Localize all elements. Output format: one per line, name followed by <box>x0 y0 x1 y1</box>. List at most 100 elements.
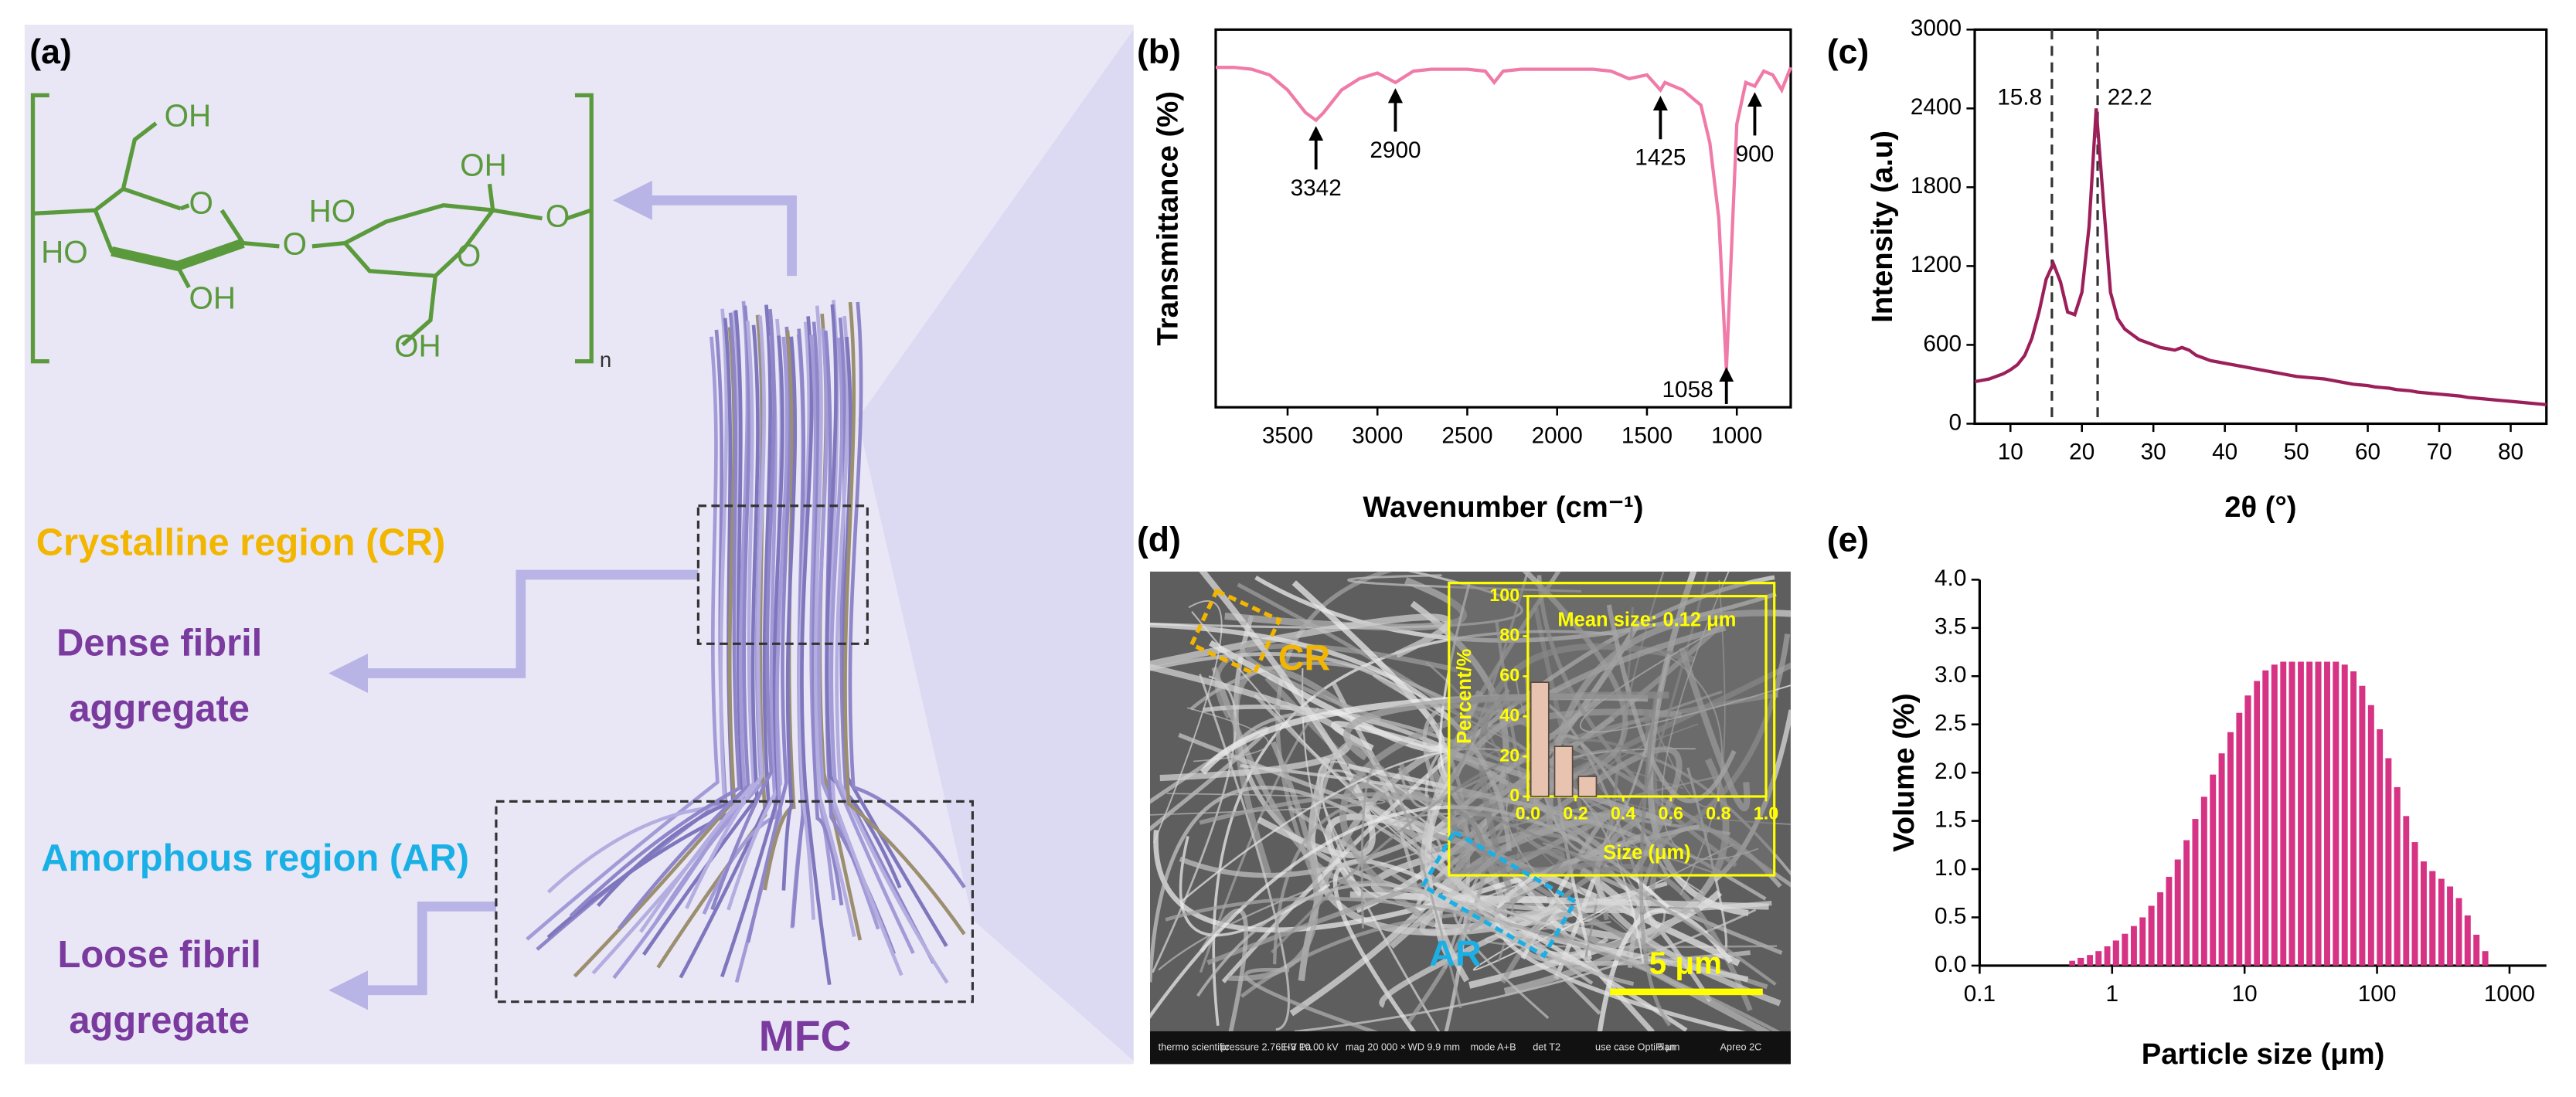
x-axis-label: Particle size (μm) <box>2142 1038 2385 1071</box>
x-tick-label: 0.6 <box>1659 803 1684 824</box>
fibril <box>641 324 760 956</box>
x-axis-label: Wavenumber (cm⁻¹) <box>1363 491 1643 524</box>
bar <box>2192 819 2199 966</box>
sem-fiber <box>1179 836 1331 937</box>
bar <box>2464 915 2471 966</box>
x-tick-label: 3500 <box>1262 423 1313 448</box>
bar <box>2482 951 2489 966</box>
sem-fiber <box>1196 883 1561 997</box>
sem-fiber <box>1199 909 1249 1034</box>
bar <box>2271 664 2278 966</box>
bar <box>2227 732 2234 966</box>
bar <box>2166 877 2173 966</box>
panel-label: (b) <box>1137 33 1181 71</box>
sem-cr-label: CR <box>1278 637 1331 678</box>
inset-title: Mean size: 0.12 μm <box>1557 609 1736 630</box>
bar <box>2341 664 2348 966</box>
bar <box>2359 685 2366 966</box>
y-tick-label: 0.5 <box>1935 903 1966 929</box>
chem-label: OH <box>165 98 212 134</box>
y-tick-label: 60 <box>1499 665 1519 685</box>
plot-frame <box>1973 28 2548 426</box>
x-tick-label: 3000 <box>1352 423 1403 448</box>
bar <box>2087 955 2093 966</box>
x-tick-label: 0.4 <box>1611 803 1636 824</box>
chart: 3500 3000 2500 2000 1500 1000 Wavenumber (cm⁻¹… <box>1152 28 1792 524</box>
bar <box>2148 905 2155 966</box>
mfc-label: MFC <box>759 1012 852 1060</box>
y-tick-label: 0 <box>1948 409 1962 435</box>
bar <box>2438 878 2445 966</box>
line-series <box>1215 66 1792 370</box>
annotation-label: 1425 <box>1635 145 1686 171</box>
fibril <box>685 315 766 909</box>
x-tick-label: 40 <box>2212 440 2237 465</box>
bar <box>2306 661 2313 966</box>
fibril <box>702 335 778 915</box>
bar <box>2200 796 2207 966</box>
chem-label: O <box>546 198 570 233</box>
bar <box>2254 681 2261 966</box>
sem-fiber <box>1153 600 1223 844</box>
fibril <box>526 336 720 941</box>
y-axis-label: Volume (%) <box>1887 693 1921 851</box>
ref-label: 22.2 <box>2108 84 2152 110</box>
x-axis-label: Size (μm) <box>1603 842 1690 864</box>
fibril <box>679 304 772 979</box>
sem-fiber <box>1199 674 1290 1031</box>
x-tick-label: 0.2 <box>1563 803 1588 824</box>
dense-label: Dense fibril <box>56 622 262 664</box>
x-tick-label: 1000 <box>1711 423 1762 448</box>
bar <box>2315 661 2322 966</box>
fibril <box>835 315 949 984</box>
fibril <box>811 321 844 906</box>
panel-label: (d) <box>1137 521 1181 559</box>
x-tick-label: 80 <box>2498 440 2523 465</box>
footer-text: use case OptiPlan <box>1595 1041 1675 1053</box>
x-tick-label: 100 <box>2358 981 2397 1007</box>
fibril <box>838 317 935 964</box>
y-tick-label: 0 <box>1509 785 1519 805</box>
bar <box>2210 774 2217 966</box>
fibril <box>825 304 902 889</box>
bar <box>2174 859 2181 966</box>
fibril <box>569 312 742 918</box>
bar <box>2473 934 2480 966</box>
bar <box>2157 892 2164 966</box>
y-tick-label: 40 <box>1499 705 1519 725</box>
y-tick-label: 0.0 <box>1935 952 1966 977</box>
x-tick-label: 0.8 <box>1706 803 1731 824</box>
fibril <box>746 326 792 943</box>
fibril <box>848 301 966 888</box>
x-tick-label: 50 <box>2284 440 2309 465</box>
x-tick-label: 20 <box>2069 440 2094 465</box>
footer-text: Apreo 2C <box>1720 1041 1762 1053</box>
fibril <box>596 310 746 908</box>
bar <box>2324 661 2330 966</box>
ar-box <box>495 800 974 1004</box>
plot-frame <box>1214 28 1792 409</box>
x-tick-label: 2500 <box>1441 423 1492 448</box>
dense-label: aggregate <box>69 688 250 729</box>
y-tick-label: 2.5 <box>1935 711 1966 736</box>
footer-text: pressure 2.76E-3 Pa <box>1220 1041 1312 1053</box>
footer-text: mag 20 000 × <box>1346 1041 1406 1053</box>
panel-label: (a) <box>29 33 72 71</box>
fibril <box>546 308 729 894</box>
bar <box>2104 946 2111 966</box>
bar <box>2429 871 2436 966</box>
fibril <box>781 336 798 891</box>
chem-label: OH <box>394 328 441 363</box>
ar-label: Amorphous region (AR) <box>41 837 469 879</box>
bar <box>2385 758 2392 966</box>
footer-text: mode A+B <box>1470 1041 1516 1053</box>
arrows <box>328 180 797 1010</box>
x-tick-label: 70 <box>2426 440 2452 465</box>
chem-label: OH <box>460 148 507 183</box>
annotation-label: 3342 <box>1291 175 1342 201</box>
loose-label: Loose fibril <box>57 934 260 976</box>
